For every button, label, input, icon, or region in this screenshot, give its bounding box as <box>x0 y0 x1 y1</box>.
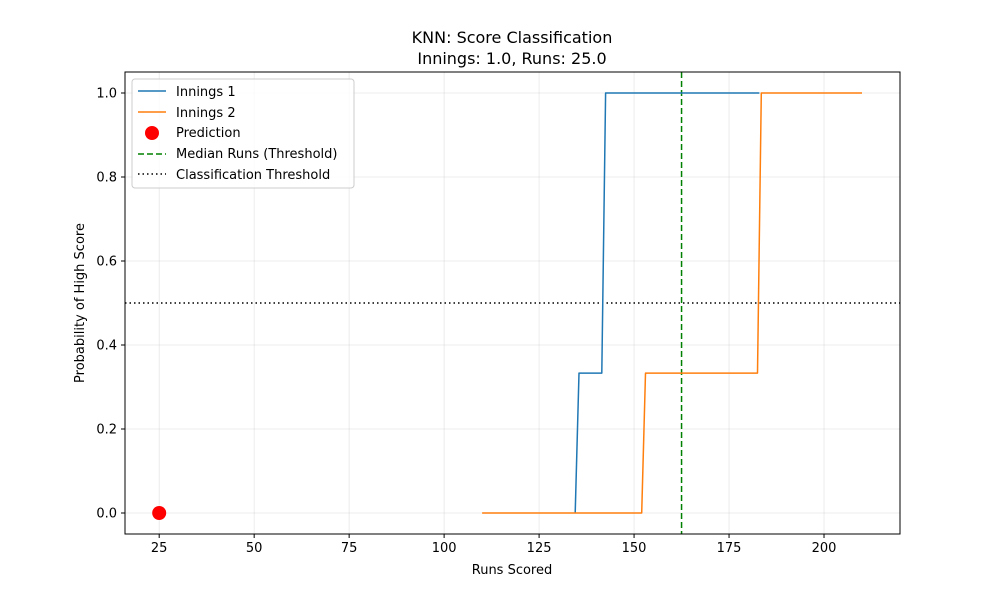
x-axis-label: Runs Scored <box>472 563 553 578</box>
legend: Innings 1 Innings 2 Prediction Median Ru… <box>131 78 355 189</box>
y-tick-label: 0.8 <box>96 171 117 186</box>
legend-label-innings-2: Innings 2 <box>176 106 236 121</box>
series-line-innings-2 <box>482 92 862 514</box>
x-tick-label: 50 <box>246 541 263 556</box>
y-tick-label: 0.6 <box>96 255 117 270</box>
legend-label-median: Median Runs (Threshold) <box>176 147 337 162</box>
plot-frame <box>124 71 901 535</box>
y-tick-label: 0.4 <box>96 339 117 354</box>
chart-title: KNN: Score Classification <box>412 28 613 47</box>
series-lines <box>482 92 862 514</box>
y-tick-label: 0.2 <box>96 423 117 438</box>
y-axis-ticks: 0.0 0.2 0.4 0.6 0.8 1.0 <box>96 87 125 522</box>
legend-swatch-prediction <box>145 126 159 140</box>
y-tick-label: 1.0 <box>96 87 117 102</box>
x-tick-label: 75 <box>341 541 358 556</box>
x-tick-label: 150 <box>622 541 647 556</box>
chart-subtitle: Innings: 1.0, Runs: 25.0 <box>417 49 606 68</box>
x-axis-ticks: 25 50 75 100 125 150 175 200 <box>151 534 837 556</box>
x-tick-label: 125 <box>527 541 552 556</box>
legend-label-threshold: Classification Threshold <box>176 168 330 183</box>
legend-label-innings-1: Innings 1 <box>176 85 236 100</box>
prediction-point <box>152 506 167 520</box>
y-axis-label: Probability of High Score <box>73 223 88 383</box>
y-tick-label: 0.0 <box>96 507 117 522</box>
legend-frame <box>131 78 355 189</box>
series-line-innings-1 <box>574 92 760 514</box>
x-tick-label: 175 <box>717 541 742 556</box>
legend-label-prediction: Prediction <box>176 126 241 141</box>
prediction-markers <box>152 506 167 520</box>
x-tick-label: 100 <box>432 541 457 556</box>
reference-lines <box>125 72 900 534</box>
x-tick-label: 200 <box>812 541 837 556</box>
x-tick-label: 25 <box>151 541 168 556</box>
